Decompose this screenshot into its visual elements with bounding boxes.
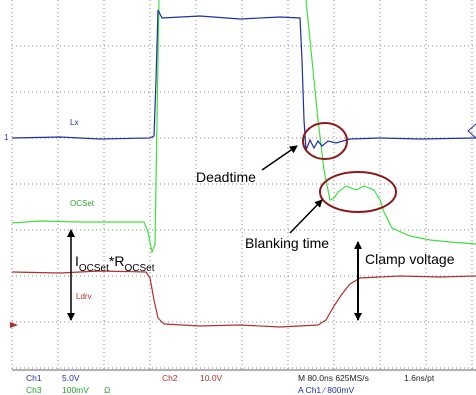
ch2-label: Ch2: [162, 373, 178, 383]
current-i: I: [75, 253, 79, 269]
current-note: IOCSet*ROCSet: [75, 253, 155, 274]
lx-edge-marker: [467, 123, 476, 139]
deadtime-circle: [302, 122, 348, 160]
ch3-unit: Ω: [104, 385, 110, 395]
ch3-scale: 100mV: [62, 385, 89, 395]
lx-label: Lx: [70, 118, 78, 127]
trigger: A Ch1 ∕ 800mV: [298, 385, 355, 395]
deadtime-arrow: [261, 145, 298, 171]
current-r-sub: OCSet: [124, 263, 154, 274]
lx-trace: [11, 9, 476, 151]
current-r: *R: [109, 253, 125, 269]
resolution: 1.6ns/pt: [404, 373, 435, 383]
ch2-scale: 10.0V: [200, 373, 223, 383]
ocset-trace: [11, 0, 476, 255]
ldrv-label: Ldrv: [76, 292, 92, 301]
ch3-label: Ch3: [26, 385, 42, 395]
blanking-circle: [319, 171, 397, 213]
lx-ground-label: 1: [4, 133, 9, 142]
ch1-scale: 5.0V: [62, 373, 80, 383]
ldrv-marker: [10, 322, 18, 328]
timebase: M 80.0ns 625MS/s: [298, 373, 369, 383]
current-i-sub: OCSet: [79, 263, 109, 274]
deadtime-note: Deadtime: [196, 169, 256, 185]
ocset-label: OCSet: [70, 199, 95, 208]
clamp-note: Clamp voltage: [365, 251, 455, 267]
blanking-note: Blanking time: [245, 235, 329, 251]
grid: [11, 0, 476, 370]
ch1-label: Ch1: [26, 373, 42, 383]
blanking-arrow: [289, 199, 323, 234]
